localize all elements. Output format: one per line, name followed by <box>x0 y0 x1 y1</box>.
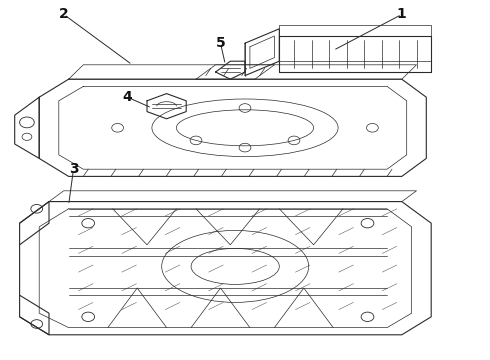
Text: 4: 4 <box>122 90 132 104</box>
Text: 5: 5 <box>216 36 225 50</box>
Text: 3: 3 <box>69 162 78 176</box>
Text: 2: 2 <box>59 8 69 21</box>
Text: 1: 1 <box>397 8 407 21</box>
